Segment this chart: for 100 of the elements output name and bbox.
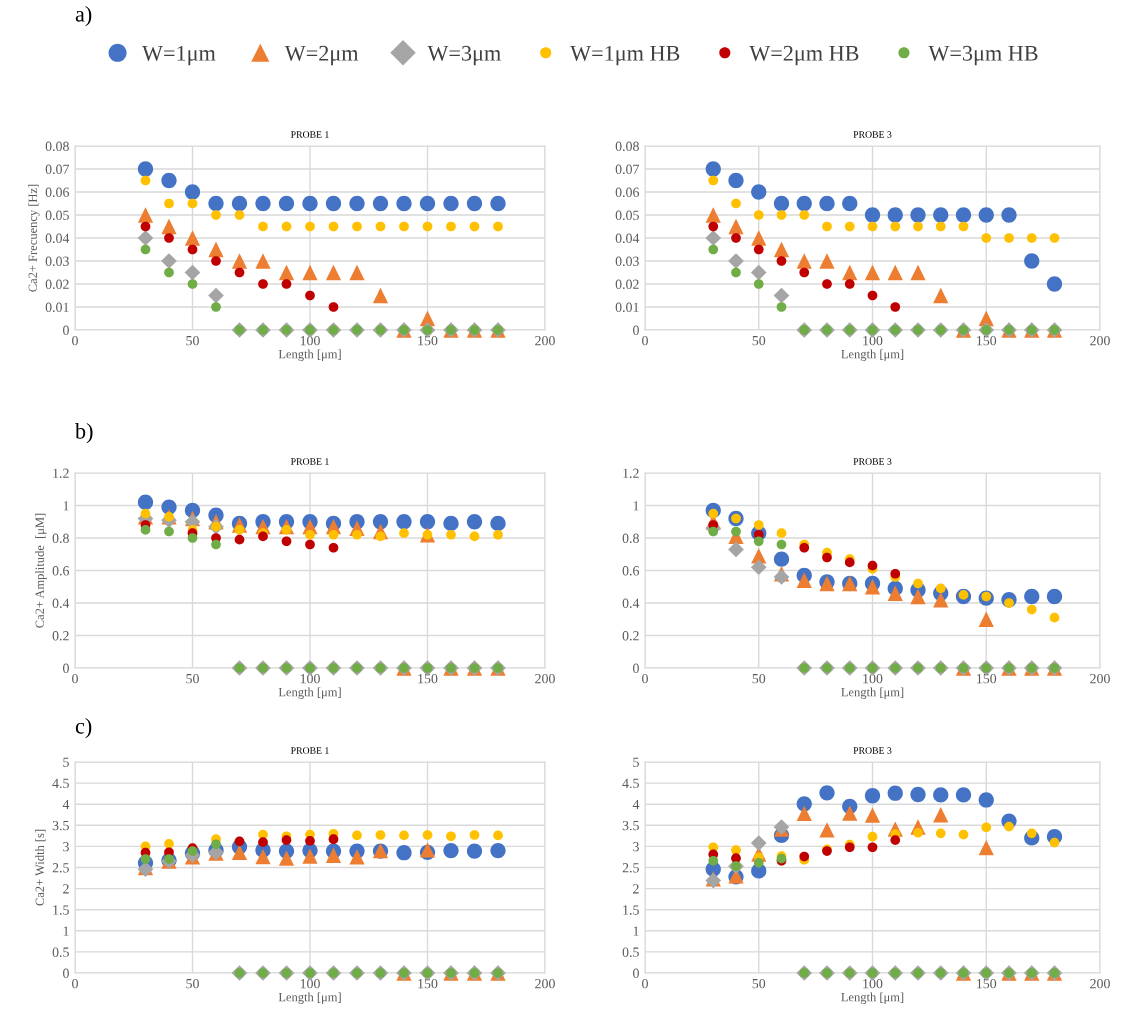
- point: [822, 552, 832, 563]
- chart-title: PROBE 1: [290, 458, 329, 465]
- y-tick-label: 1.5: [623, 905, 639, 915]
- point: [349, 264, 365, 281]
- point: [328, 221, 339, 232]
- point: [234, 267, 245, 278]
- y-tick-label: 4: [632, 799, 640, 810]
- point: [981, 233, 992, 243]
- y-tick-label: 5: [633, 757, 639, 767]
- x-tick-label: 50: [752, 335, 766, 346]
- y-tick-label: 0.2: [622, 631, 639, 641]
- point: [819, 253, 835, 269]
- point: [140, 244, 151, 255]
- y-tick-label: 5: [63, 757, 69, 767]
- point: [164, 839, 174, 849]
- y-tick-label: 0: [633, 968, 639, 978]
- y-tick-label: 0.07: [615, 164, 640, 175]
- point: [281, 221, 292, 232]
- point: [910, 264, 926, 281]
- point: [981, 822, 992, 833]
- x-tick-label: 150: [418, 673, 438, 684]
- point: [443, 842, 459, 859]
- point: [325, 264, 342, 281]
- point: [302, 195, 318, 212]
- point: [278, 264, 295, 281]
- point: [708, 175, 719, 186]
- x-tick-label: 100: [300, 978, 320, 989]
- point: [1024, 253, 1040, 269]
- point: [443, 195, 459, 212]
- point: [751, 184, 767, 200]
- point: [864, 207, 881, 223]
- x-axis-title: Length [μm]: [841, 687, 904, 699]
- legend-label: W=1μm: [142, 45, 216, 66]
- x-tick-label: 0: [72, 978, 78, 989]
- point: [728, 253, 744, 269]
- legend-label: W=2μm HB: [749, 45, 859, 66]
- y-tick-label: 0.01: [45, 302, 69, 313]
- point: [161, 218, 177, 235]
- point: [281, 835, 292, 845]
- point: [422, 221, 433, 232]
- y-axis-title: Ca2+ Frecuency [Hz]: [28, 184, 40, 292]
- y-tick-label: 0.05: [615, 210, 639, 221]
- x-axis-title: Length [μm]: [841, 349, 904, 361]
- x-tick-label: 200: [1090, 335, 1110, 346]
- point: [867, 831, 878, 842]
- point: [799, 267, 810, 278]
- point: [753, 536, 764, 547]
- point: [890, 835, 901, 845]
- point: [349, 849, 365, 865]
- y-tick-label: 4.5: [52, 778, 69, 789]
- point: [372, 195, 389, 212]
- point: [258, 837, 268, 848]
- point: [446, 221, 456, 232]
- point: [399, 221, 409, 232]
- point: [933, 592, 949, 608]
- point: [913, 578, 923, 589]
- point: [978, 840, 994, 856]
- y-tick-label: 0: [633, 325, 639, 335]
- point: [978, 792, 994, 808]
- point: [302, 264, 318, 281]
- y-tick-label: 1.2: [53, 468, 69, 479]
- chart-title: PROBE 3: [853, 747, 892, 754]
- point: [211, 302, 221, 312]
- point: [776, 210, 787, 220]
- point: [978, 611, 994, 627]
- point: [750, 835, 767, 851]
- point: [933, 287, 949, 304]
- y-tick-label: 1.2: [623, 468, 639, 479]
- y-tick-label: 0.05: [45, 210, 69, 221]
- point: [753, 520, 764, 530]
- point: [776, 528, 787, 538]
- y-tick-label: 1: [63, 926, 69, 936]
- x-axis-title: Length [μm]: [278, 687, 341, 699]
- y-tick-label: 0.07: [45, 164, 70, 175]
- y-tick-label: 0.6: [52, 566, 70, 576]
- y-axis-title: Ca2+ Width [s]: [35, 829, 46, 906]
- y-tick-label: 0.8: [622, 533, 639, 544]
- point: [328, 834, 339, 845]
- y-tick-label: 0.04: [615, 233, 640, 244]
- point: [1004, 233, 1014, 243]
- y-tick-label: 4.5: [622, 778, 639, 789]
- point: [255, 848, 271, 865]
- point: [935, 221, 946, 232]
- point: [1046, 276, 1063, 292]
- point: [796, 805, 812, 822]
- y-tick-label: 1: [633, 926, 639, 936]
- point: [208, 241, 224, 258]
- point: [796, 572, 812, 588]
- y-tick-label: 0.2: [52, 631, 69, 641]
- y-tick-label: 0.04: [45, 233, 70, 244]
- chart-title: PROBE 1: [290, 747, 329, 754]
- point: [773, 195, 790, 212]
- point: [211, 210, 221, 220]
- point: [396, 514, 412, 530]
- y-tick-label: 0.02: [45, 279, 69, 290]
- point: [731, 198, 741, 209]
- point: [187, 244, 198, 255]
- point: [140, 221, 151, 232]
- x-tick-label: 200: [1090, 978, 1110, 989]
- y-tick-label: 2.5: [622, 863, 639, 873]
